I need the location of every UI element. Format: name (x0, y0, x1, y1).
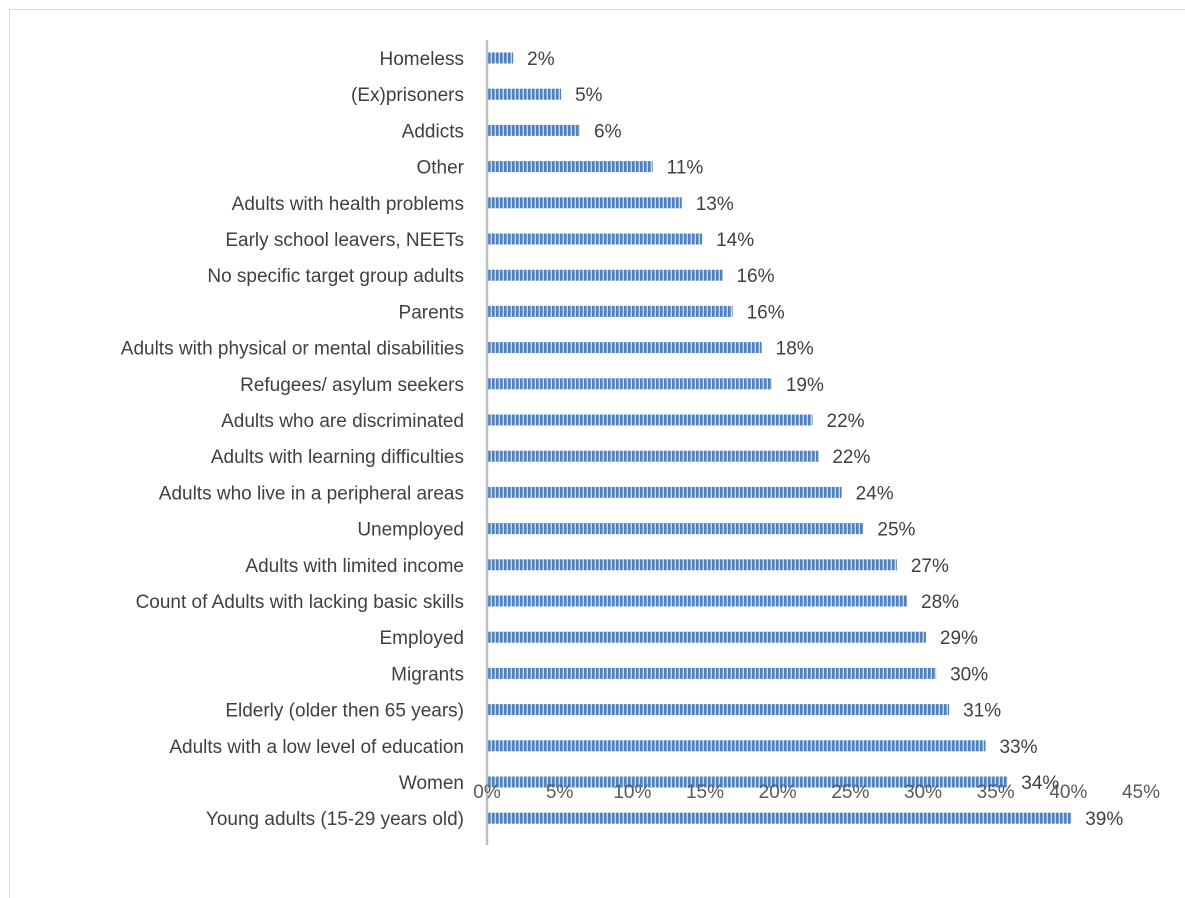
bar (488, 523, 864, 535)
category-label: Adults with health problems (232, 194, 464, 215)
data-label: 28% (921, 592, 959, 613)
data-label: 6% (594, 121, 622, 142)
data-label: 16% (736, 266, 774, 287)
bars-group (488, 52, 1072, 824)
x-tick-label: 10% (613, 782, 651, 803)
x-tick-label: 5% (546, 782, 574, 803)
category-label: Other (416, 158, 464, 179)
x-tick-label: 45% (1122, 782, 1160, 803)
bar (488, 450, 819, 462)
x-tick-label: 20% (759, 782, 797, 803)
category-label: Addicts (402, 121, 464, 142)
data-label: 5% (575, 85, 603, 106)
value-labels: 2%5%6%11%13%14%16%16%18%19%22%22%24%25%2… (527, 49, 1123, 830)
bar (488, 631, 926, 643)
category-label: Parents (399, 302, 464, 323)
data-label: 18% (776, 339, 814, 360)
data-label: 13% (696, 194, 734, 215)
data-label: 30% (950, 664, 988, 685)
bar (488, 812, 1072, 824)
data-label: 24% (856, 483, 894, 504)
category-label: Adults with limited income (245, 556, 464, 577)
category-label: Early school leavers, NEETs (225, 230, 464, 251)
chart-frame (9, 9, 1185, 898)
bar (488, 740, 986, 752)
category-label: Adults who are discriminated (221, 411, 464, 432)
x-tick-labels: 0% 5% 10% 15% 20% 25% 30% 35% 40% 45% (473, 782, 1160, 803)
data-label: 19% (786, 375, 824, 396)
bar (488, 52, 514, 64)
bar (488, 233, 703, 245)
category-label: Refugees/ asylum seekers (240, 375, 464, 396)
data-label: 25% (877, 520, 915, 541)
category-label: Adults with a low level of education (169, 737, 464, 758)
category-label: Employed (380, 628, 465, 649)
x-tick-label: 35% (977, 782, 1015, 803)
data-label: 33% (999, 737, 1037, 758)
category-label: Count of Adults with lacking basic skill… (136, 592, 464, 613)
category-label: Unemployed (357, 520, 464, 541)
x-tick-label: 40% (1049, 782, 1087, 803)
category-label: Migrants (391, 664, 464, 685)
category-label: Young adults (15-29 years old) (206, 809, 464, 830)
bar (488, 595, 908, 607)
category-label: (Ex)prisoners (351, 85, 464, 106)
bar (488, 342, 762, 354)
bar (488, 559, 897, 571)
data-label: 11% (667, 158, 704, 179)
bar (488, 161, 653, 173)
bar (488, 378, 772, 390)
bar (488, 704, 950, 716)
data-label: 22% (832, 447, 870, 468)
bar (488, 88, 562, 100)
bar (488, 486, 842, 498)
bar (488, 124, 581, 136)
data-label: 2% (527, 49, 555, 70)
category-labels: Homeless (Ex)prisoners Addicts Other Adults … (121, 49, 465, 830)
category-label: Adults with learning difficulties (211, 447, 464, 468)
bar (488, 414, 813, 426)
category-label: Homeless (380, 49, 464, 70)
data-label: 29% (940, 628, 978, 649)
category-label: No specific target group adults (207, 266, 464, 287)
data-label: 39% (1085, 809, 1123, 830)
data-label: 16% (747, 302, 785, 323)
bar (488, 667, 937, 679)
x-tick-label: 15% (686, 782, 724, 803)
data-label: 31% (963, 701, 1001, 722)
category-label: Adults who live in a peripheral areas (159, 483, 464, 504)
category-label: Women (399, 773, 464, 794)
bar (488, 305, 733, 317)
data-label: 34% (1021, 773, 1059, 794)
x-tick-label: 0% (473, 782, 501, 803)
bar (488, 776, 1008, 788)
bar (488, 197, 682, 209)
data-label: 14% (716, 230, 754, 251)
data-label: 22% (827, 411, 865, 432)
category-label: Elderly (older then 65 years) (225, 701, 464, 722)
category-label: Adults with physical or mental disabilit… (121, 339, 464, 360)
bar (488, 269, 723, 281)
data-label: 27% (911, 556, 949, 577)
x-tick-label: 30% (904, 782, 942, 803)
x-tick-label: 25% (831, 782, 869, 803)
